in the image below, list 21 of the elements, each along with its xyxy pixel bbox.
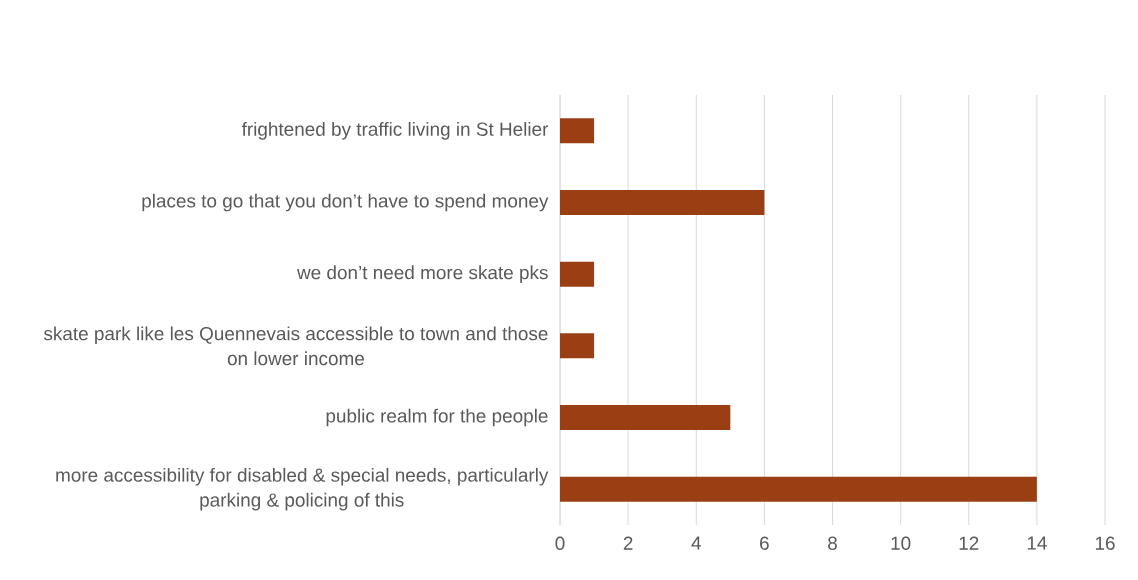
y-tick-label: frightened by traffic living in St Helier	[241, 122, 549, 140]
bar	[560, 405, 731, 430]
y-tick-label: more accessibility for disabled & special needs, particularly parking & policing of this	[56, 467, 549, 511]
bar	[560, 476, 1037, 502]
x-tick-label: 2	[623, 536, 633, 550]
x-tick-label: 4	[691, 536, 701, 550]
x-tick-label: 0	[555, 536, 565, 550]
bar	[560, 118, 595, 144]
x-tick-label: 10	[891, 536, 911, 550]
x-tick-label: 12	[959, 536, 979, 550]
x-tick-label: 8	[828, 536, 837, 550]
x-tick-label: 16	[1095, 536, 1115, 550]
y-tick-label: public realm for the people	[326, 408, 548, 427]
x-tick-label: 6	[760, 536, 769, 550]
y-tick-label: places to go that you don’t have to spend money	[142, 193, 549, 212]
bar	[560, 261, 595, 287]
bar	[560, 190, 765, 215]
y-tick-label: skate park like les Quennevais accessible to town and those on lower income	[43, 326, 548, 366]
bar	[560, 333, 595, 359]
x-tick-label: 14	[1027, 536, 1047, 550]
y-tick-label: we don’t need more skate pks	[296, 265, 548, 283]
